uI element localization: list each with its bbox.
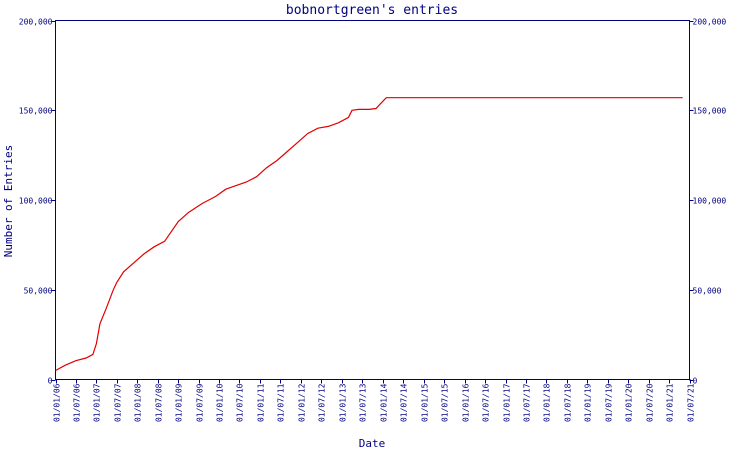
x-axis-ticks: 01/01/06 01/07/06 01/01/07 01/07/07 01/01/08… bbox=[53, 379, 696, 422]
x-tick-label: 01/07/08 bbox=[155, 383, 164, 422]
x-tick-label: 01/01/08 bbox=[134, 383, 143, 422]
x-tick-label: 01/01/17 bbox=[503, 383, 512, 422]
x-tick-label: 01/01/21 bbox=[666, 383, 675, 422]
x-tick-label: 01/01/19 bbox=[584, 383, 593, 422]
x-tick-label: 01/01/09 bbox=[175, 383, 184, 422]
x-tick-label: 01/01/18 bbox=[543, 383, 552, 422]
x-tick-label: 01/01/13 bbox=[339, 383, 348, 422]
y-tick-label-right: 200,000 bbox=[693, 18, 727, 27]
x-tick-label: 01/07/09 bbox=[196, 383, 205, 422]
x-tick-label: 01/01/07 bbox=[93, 383, 102, 422]
x-tick-label: 01/07/07 bbox=[114, 383, 123, 422]
x-tick-label: 01/07/12 bbox=[318, 383, 327, 422]
y-axis-ticks: 0 0 50,000 50,000 100,000 100,000 150,000 150,0… bbox=[19, 18, 727, 386]
x-tick-label: 01/07/16 bbox=[482, 383, 491, 422]
x-tick-label: 01/01/06 bbox=[53, 383, 62, 422]
y-tick-label-right: 0 bbox=[693, 377, 698, 386]
x-tick-label: 01/07/14 bbox=[400, 383, 409, 422]
chart-title: bobnortgreen's entries bbox=[286, 3, 458, 18]
x-tick-label: 01/01/20 bbox=[625, 383, 634, 422]
x-tick-label: 01/07/15 bbox=[441, 383, 450, 422]
y-tick-label-left: 50,000 bbox=[24, 287, 53, 296]
x-tick-label: 01/07/19 bbox=[605, 383, 614, 422]
x-tick-label: 01/07/18 bbox=[564, 383, 573, 422]
y-tick-label-left: 100,000 bbox=[19, 197, 53, 206]
y-tick-label-right: 50,000 bbox=[693, 287, 722, 296]
x-tick-label: 01/07/13 bbox=[359, 383, 368, 422]
x-tick-label: 01/01/15 bbox=[421, 383, 430, 422]
x-tick-label: 01/01/16 bbox=[462, 383, 471, 422]
x-tick-label: 01/07/21 bbox=[687, 383, 696, 422]
y-axis-title: Number of Entries bbox=[2, 145, 15, 258]
x-tick-label: 01/01/11 bbox=[257, 383, 266, 422]
x-tick-label: 01/07/11 bbox=[277, 383, 286, 422]
y-tick-label-right: 150,000 bbox=[693, 107, 727, 116]
series-layer bbox=[55, 97, 683, 372]
y-tick-label-left: 0 bbox=[48, 377, 53, 386]
x-tick-label: 01/07/10 bbox=[236, 383, 245, 422]
x-tick-label: 01/01/12 bbox=[298, 383, 307, 422]
y-tick-label-right: 100,000 bbox=[693, 197, 727, 206]
y-tick-label-left: 150,000 bbox=[19, 107, 53, 116]
x-tick-label: 01/01/14 bbox=[380, 383, 389, 422]
x-tick-label: 01/07/17 bbox=[523, 383, 532, 422]
entries-series-line bbox=[55, 97, 683, 372]
x-tick-label: 01/01/10 bbox=[216, 383, 225, 422]
y-tick-label-left: 200,000 bbox=[19, 18, 53, 27]
plot-frame bbox=[55, 20, 690, 380]
x-tick-label: 01/07/06 bbox=[73, 383, 82, 422]
x-tick-label: 01/07/20 bbox=[646, 383, 655, 422]
x-axis-title: Date bbox=[359, 437, 386, 450]
